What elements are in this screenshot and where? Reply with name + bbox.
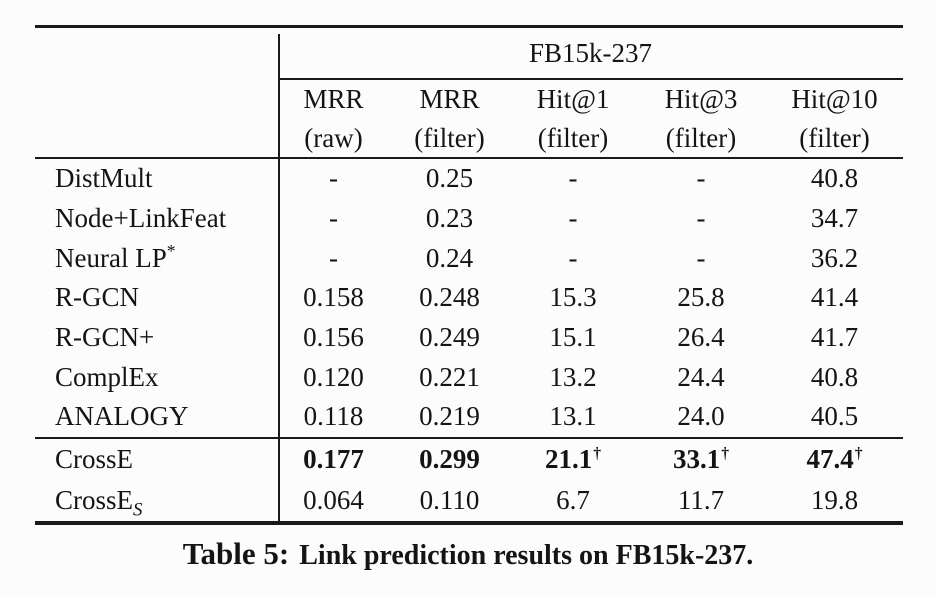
- cell: 0.158: [303, 282, 364, 313]
- column-subheader-filter-4: (filter): [799, 122, 870, 153]
- cell: 0.221: [419, 361, 480, 392]
- column-header-hit10: Hit@10: [791, 84, 878, 114]
- column-headers-line2: (raw) (filter) (filter) (filter) (filter…: [35, 119, 903, 157]
- caption-text: Link prediction results on FB15k-237.: [299, 540, 754, 571]
- s-subscript: S: [133, 499, 143, 521]
- row-label: DistMult: [55, 163, 153, 194]
- cell: -: [568, 163, 578, 194]
- header-spacer: [35, 28, 278, 80]
- cell: 0.24: [425, 242, 474, 273]
- dataset-header-row: FB15k-237: [35, 28, 903, 80]
- cell: 0.177: [303, 443, 364, 474]
- row-label: R-GCN: [55, 282, 140, 313]
- cell: 13.1: [549, 401, 597, 432]
- cell: 13.2: [549, 361, 597, 392]
- cell: 0.248: [419, 282, 480, 313]
- column-headers-line1: MRR MRR Hit@1 Hit@3 Hit@10: [35, 80, 903, 119]
- bottom-rule: [35, 520, 903, 525]
- column-divider-line: [278, 34, 280, 521]
- table-row-complex: ComplEx 0.120 0.221 13.2 24.4 40.8: [35, 357, 903, 397]
- caption-label: Table 5:: [182, 536, 290, 571]
- cell: 0.120: [303, 361, 364, 392]
- cell: 36.2: [810, 242, 859, 273]
- column-subheader-raw: (raw): [304, 122, 363, 153]
- column-header-mrr-filter: MRR: [419, 84, 480, 114]
- table-row-crosse: CrossE 0.177 0.299 21.1† 33.1† 47.4†: [35, 439, 903, 480]
- cell: 25.8: [677, 282, 725, 313]
- cell: 24.4: [677, 361, 725, 392]
- table-row-rgcn: R-GCN 0.158 0.248 15.3 25.8 41.4: [35, 278, 903, 318]
- table-row-distmult: DistMult - 0.25 - - 40.8: [35, 159, 903, 199]
- cell: -: [696, 203, 706, 234]
- table-caption: Table 5: Link prediction results on FB15k…: [0, 536, 936, 572]
- dataset-header: FB15k-237: [278, 28, 903, 80]
- cell: 0.110: [419, 484, 480, 515]
- asterisk-superscript: *: [166, 240, 176, 261]
- row-label: CrossES: [55, 484, 143, 521]
- cell: 11.7: [677, 484, 725, 515]
- cell: 21.1†: [544, 443, 602, 474]
- column-header-mrr-raw: MRR: [303, 84, 364, 114]
- cell: 0.249: [419, 322, 480, 353]
- table-row-analogy: ANALOGY 0.118 0.219 13.1 24.0 40.5: [35, 397, 903, 437]
- cell: 0.064: [303, 484, 364, 515]
- column-header-hit1: Hit@1: [536, 84, 610, 114]
- column-header-hit3: Hit@3: [664, 84, 738, 114]
- cell: 41.4: [810, 282, 859, 313]
- cell: -: [329, 203, 338, 234]
- cell: 0.118: [303, 401, 364, 432]
- cell: -: [696, 242, 706, 273]
- cell: 40.5: [810, 401, 859, 432]
- dagger-superscript: †: [854, 444, 863, 462]
- cell: -: [696, 163, 706, 194]
- cell: 0.23: [425, 203, 474, 234]
- top-rule: [35, 25, 903, 28]
- cell: 40.8: [810, 163, 859, 194]
- cell: 33.1†: [672, 443, 730, 474]
- cell: 6.7: [556, 484, 590, 515]
- table-row-neural-lp: Neural LP* - 0.24 - - 36.2: [35, 238, 903, 278]
- cell: 47.4†: [806, 443, 863, 474]
- row-label: Neural LP*: [55, 240, 176, 273]
- cell: 24.0: [677, 401, 725, 432]
- cell: -: [568, 203, 578, 234]
- column-subheader-filter-2: (filter): [537, 122, 609, 153]
- header-body-rule: [35, 157, 903, 159]
- row-label: CrossE: [55, 443, 134, 474]
- table-row-node-linkfeat: Node+LinkFeat - 0.23 - - 34.7: [35, 199, 903, 239]
- row-label: Node+LinkFeat: [55, 203, 227, 234]
- cell: -: [329, 163, 338, 194]
- table-row-rgcn-plus: R-GCN+ 0.156 0.249 15.1 26.4 41.7: [35, 318, 903, 358]
- dagger-superscript: †: [721, 444, 730, 462]
- row-label: ComplEx: [55, 361, 159, 392]
- column-subheader-filter-1: (filter): [414, 122, 485, 153]
- cell: -: [568, 242, 578, 273]
- table-row-crosse-s: CrossES 0.064 0.110 6.7 11.7 19.8: [35, 480, 903, 521]
- link-prediction-results-table: FB15k-237 MRR MRR Hit@1 Hit@3 Hit@10 (ra…: [35, 25, 903, 525]
- cell: 41.7: [810, 322, 859, 353]
- row-label: R-GCN+: [55, 322, 155, 353]
- cell: 0.156: [303, 322, 364, 353]
- cell: 15.1: [549, 322, 597, 353]
- dagger-superscript: †: [593, 444, 602, 462]
- cell: 0.219: [419, 401, 480, 432]
- cell: 40.8: [810, 361, 859, 392]
- cell: 15.3: [549, 282, 597, 313]
- cell: 26.4: [677, 322, 725, 353]
- column-subheader-filter-3: (filter): [665, 122, 737, 153]
- cell: 34.7: [810, 203, 859, 234]
- cell: 0.25: [425, 163, 474, 194]
- crosse-separator-rule: [35, 436, 903, 439]
- row-label: ANALOGY: [55, 401, 189, 432]
- cell: -: [329, 242, 338, 273]
- cell: 0.299: [419, 443, 480, 474]
- cell: 19.8: [810, 484, 859, 515]
